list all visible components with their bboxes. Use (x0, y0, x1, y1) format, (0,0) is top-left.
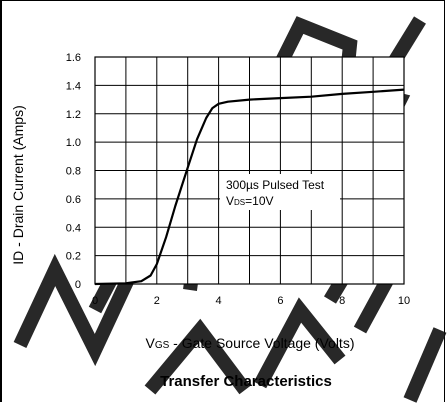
x-tick-label: 6 (277, 295, 283, 307)
x-tick-label: 4 (216, 295, 222, 307)
x-tick-label: 8 (339, 295, 345, 307)
x-tick-label: 2 (154, 295, 160, 307)
plot-area (94, 56, 405, 286)
y-axis-title: ID - Drain Current (Amps) (10, 105, 26, 264)
y-tick-label: 1.4 (66, 80, 81, 92)
plot-frame (94, 56, 405, 285)
x-axis-title: VGS - Gate Source Voltage (Volts) (145, 335, 354, 351)
y-tick-label: 0 (75, 279, 81, 291)
y-tick-label: 0.2 (66, 251, 81, 263)
y-tick-label: 1.6 (66, 52, 81, 64)
annotation-pulsed-test: 300µs Pulsed Test (226, 178, 325, 192)
chart-title: Transfer Characteristics (160, 373, 332, 390)
x-tick-labels: 0 2 4 6 8 10 (92, 295, 410, 307)
transfer-curve (94, 88, 405, 286)
annotation-background (220, 174, 340, 210)
x-tick-label: 0 (92, 295, 98, 307)
x-tick-label: 10 (398, 295, 410, 307)
y-tick-labels: 0 0.2 0.4 0.6 0.8 1.0 1.2 1.4 1.6 (66, 52, 81, 291)
y-tick-label: 0.6 (66, 194, 81, 206)
y-tick-label: 1.0 (66, 137, 81, 149)
y-tick-label: 0.8 (66, 166, 81, 178)
y-tick-label: 1.2 (66, 109, 81, 121)
y-tick-label: 0.4 (66, 222, 81, 234)
annotation-vds: VDS=10V (226, 194, 274, 208)
